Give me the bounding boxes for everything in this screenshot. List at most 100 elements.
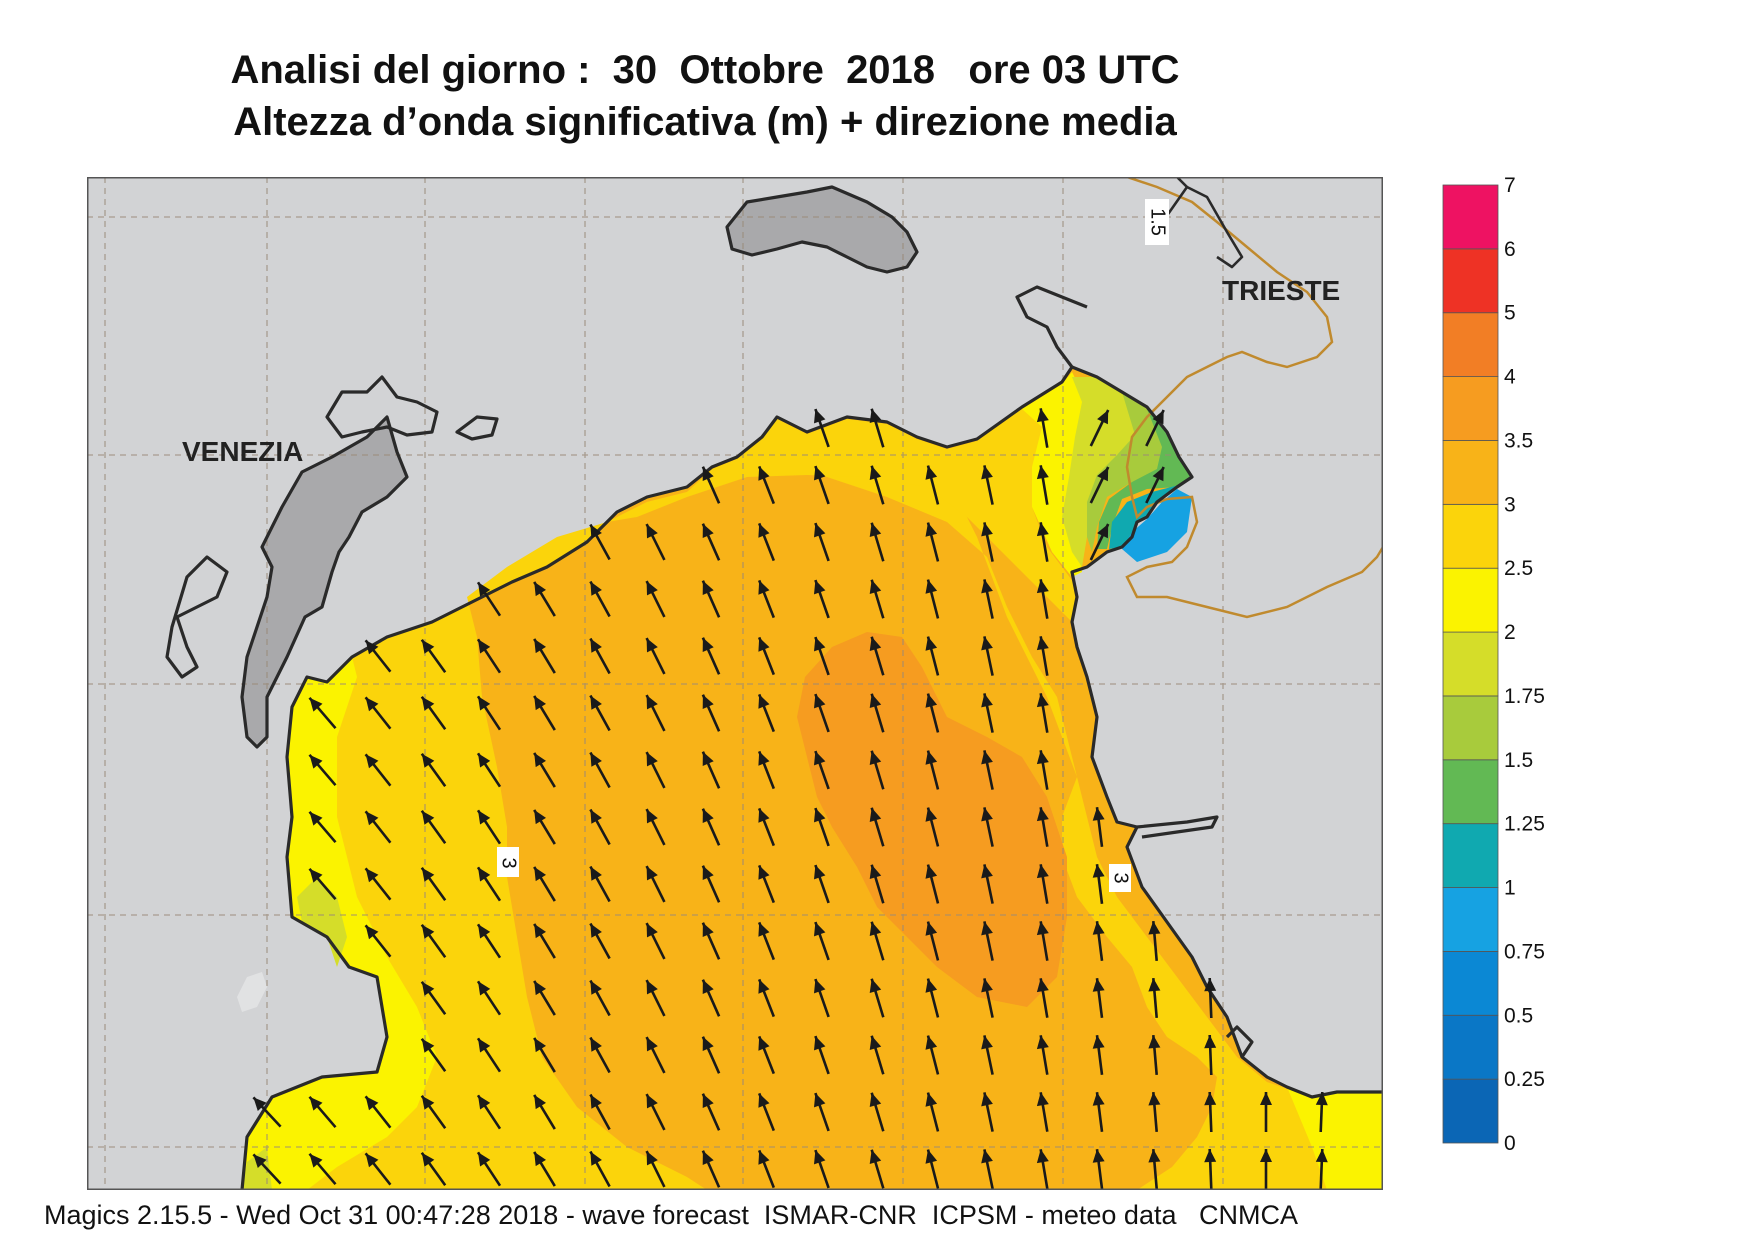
wave-arrow-head — [814, 1150, 826, 1165]
wave-arrow-head — [534, 581, 546, 597]
wave-arrow-head — [702, 523, 714, 538]
map-title-date: Analisi del giorno : 30 Ottobre 2018 ore… — [230, 48, 1180, 92]
legend-tick-label: 4 — [1504, 366, 1516, 389]
wave-arrow-head — [981, 978, 993, 993]
legend-tick-label: 1.25 — [1504, 813, 1545, 836]
wave-arrow-head — [646, 524, 658, 539]
wave-arrow-head — [1092, 978, 1105, 992]
wave-arrow-head — [925, 807, 938, 822]
wave-arrow-head — [478, 696, 491, 711]
wave-arrow-head — [1315, 1149, 1328, 1163]
svg-text:3: 3 — [498, 857, 520, 868]
wave-arrow-head — [869, 1149, 882, 1164]
wave-arrow-head — [421, 696, 435, 711]
wave-arrow-head — [309, 697, 323, 712]
wave-arrow-head — [590, 752, 602, 767]
wave-arrow-head — [758, 580, 770, 595]
wave-arrow-head — [1036, 921, 1049, 936]
wave-arrow-head — [981, 465, 993, 480]
legend-tick-label: 0.75 — [1504, 940, 1545, 963]
wave-arrow-head — [1036, 978, 1049, 993]
wave-arrow-head — [981, 579, 993, 594]
wave-arrow-head — [590, 581, 602, 596]
wave-arrow-head — [981, 522, 993, 537]
wave-arrow-head — [646, 980, 658, 995]
legend-tick-label: 0 — [1504, 1132, 1516, 1155]
wave-arrow-head — [925, 864, 938, 879]
wave-arrow-head — [1036, 1035, 1049, 1050]
wave-arrow-head — [758, 808, 770, 823]
wave-height-legend: 0 0.25 0.5 0.75 1 1.25 1.5 1.75 2 2.5 3 3.5 4 5 6 7 — [1442, 177, 1545, 1155]
wave-arrow-head — [646, 695, 658, 710]
wave-arrow-head — [1036, 579, 1049, 594]
wave-arrow-head — [309, 754, 323, 769]
wave-arrow-head — [646, 752, 658, 767]
legend-tick-label: 1.75 — [1504, 685, 1545, 708]
legend-color-box — [1442, 759, 1499, 825]
wave-arrow-head — [925, 921, 938, 936]
wave-arrow-head — [534, 1151, 546, 1167]
wave-arrow-head — [1148, 1092, 1161, 1106]
contour-label: 3 — [497, 847, 520, 877]
legend-color-box — [1442, 631, 1499, 697]
wave-arrow-head — [478, 981, 491, 996]
wave-arrow-head — [869, 465, 882, 480]
wave-arrow-head — [1152, 467, 1164, 482]
wave-arrow-head — [534, 809, 546, 825]
legend-tick-label: 7 — [1504, 177, 1516, 197]
wave-arrow-head — [814, 694, 826, 709]
wave-arrow-head — [646, 638, 658, 653]
wave-arrow-head — [981, 1035, 993, 1050]
wave-arrow-head — [1204, 1092, 1217, 1106]
wave-arrow-head — [590, 866, 602, 881]
wave-arrow-head — [981, 1092, 993, 1107]
wave-arrow-head — [1148, 921, 1161, 935]
border-line — [1125, 177, 1383, 619]
wave-arrow-head — [814, 865, 826, 880]
wave-map: 3 3 1.5 VENEZIA TRIESTE — [87, 177, 1383, 1190]
wave-arrow-head — [869, 579, 882, 594]
wave-arrow-head — [702, 751, 714, 766]
wave-arrow-head — [814, 1036, 826, 1051]
wave-arrow-head — [1152, 410, 1164, 425]
wave-arrow-head — [758, 523, 770, 538]
wave-arrow-head — [365, 1096, 379, 1111]
wave-arrow-head — [365, 925, 379, 940]
wave-arrow-head — [365, 811, 379, 826]
svg-text:1.5: 1.5 — [1147, 208, 1169, 236]
wave-arrow-head — [925, 750, 938, 765]
wave-arrow-head — [646, 1151, 658, 1166]
wave-arrow-head — [1036, 693, 1049, 708]
wave-arrow-head — [758, 751, 770, 766]
wave-arrow-head — [702, 808, 714, 823]
wave-arrow-head — [421, 867, 435, 882]
wave-arrow-head — [590, 524, 602, 539]
wave-arrow-head — [758, 694, 770, 709]
wave-direction-arrows — [252, 408, 1328, 1190]
wave-arrow-head — [365, 754, 379, 769]
legend-color-box — [1442, 951, 1499, 1016]
wave-arrow-head — [925, 579, 938, 594]
wave-arrow-head — [1315, 1092, 1328, 1106]
wave-arrow-head — [814, 1093, 826, 1108]
wave-arrow-head — [534, 923, 546, 939]
wave-arrow-head — [590, 980, 602, 995]
wave-arrow-head — [1092, 864, 1105, 878]
wave-arrow-head — [869, 408, 882, 423]
wave-arrow-head — [309, 811, 323, 826]
legend-tick-label: 3.5 — [1504, 429, 1533, 452]
wave-arrow-head — [1092, 1035, 1105, 1049]
wave-arrow-head — [534, 638, 546, 654]
wave-arrow-head — [869, 1035, 882, 1050]
wave-arrow-head — [869, 522, 882, 537]
wave-arrow-head — [478, 1152, 491, 1167]
wave-arrow-head — [925, 1149, 938, 1164]
wave-arrow-head — [869, 864, 882, 879]
wave-arrow-head — [869, 978, 882, 993]
wave-arrow-head — [758, 922, 770, 937]
wave-arrow-head — [869, 693, 882, 708]
wave-arrow-head — [925, 1035, 938, 1050]
wave-arrow-head — [1097, 524, 1109, 539]
city-label-venezia: VENEZIA — [182, 436, 303, 467]
wave-arrow-head — [365, 868, 379, 883]
